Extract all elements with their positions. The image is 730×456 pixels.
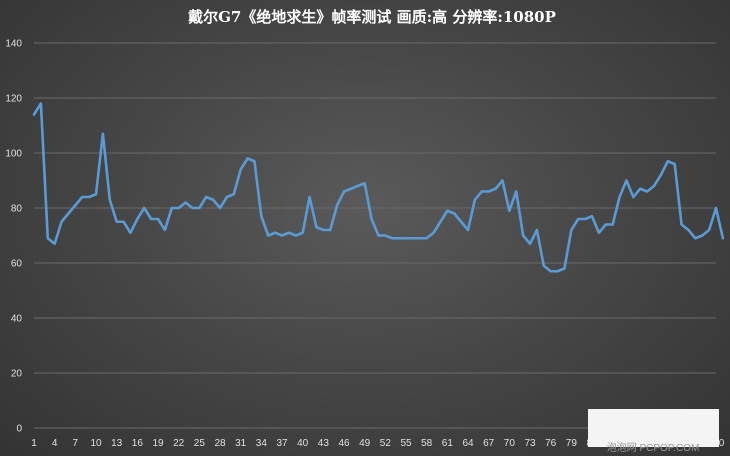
x-tick-label: 49 [359, 438, 371, 449]
x-tick-label: 79 [566, 438, 578, 449]
x-tick-label: 73 [524, 438, 536, 449]
y-tick-label: 120 [5, 94, 22, 105]
y-tick-label: 40 [11, 314, 23, 325]
x-tick-label: 64 [462, 438, 474, 449]
y-tick-label: 60 [11, 259, 23, 270]
y-axis-ticks: 0 20 40 60 80 100 120 140 [5, 39, 22, 435]
x-tick-label: 70 [504, 438, 516, 449]
x-tick-label: 22 [173, 438, 185, 449]
x-tick-label: 40 [297, 438, 309, 449]
x-tick-label: 16 [132, 438, 144, 449]
x-tick-label: 1 [31, 438, 37, 449]
watermark-box [588, 409, 719, 447]
x-tick-label: 52 [380, 438, 392, 449]
x-tick-label: 19 [152, 438, 164, 449]
y-tick-label: 140 [5, 39, 22, 50]
watermark-text: 泡泡网 PCPOP.COM [607, 441, 700, 454]
x-tick-label: 7 [73, 438, 79, 449]
chart-title: 戴尔G7《绝地求生》帧率测试 画质:高 分辨率:1080P [188, 8, 556, 26]
x-tick-label: 61 [442, 438, 454, 449]
series-layer [32, 102, 725, 273]
x-tick-label: 13 [111, 438, 123, 449]
y-tick-label: 100 [5, 149, 22, 160]
x-tick-label: 46 [338, 438, 350, 449]
gridlines [34, 42, 716, 429]
y-tick-label: 80 [11, 204, 23, 215]
x-tick-label: 43 [318, 438, 330, 449]
x-tick-label: 34 [256, 438, 268, 449]
x-tick-label: 4 [52, 438, 58, 449]
x-tick-label: 67 [483, 438, 495, 449]
x-tick-label: 37 [276, 438, 288, 449]
x-tick-label: 25 [194, 438, 206, 449]
watermark: 泡泡网 PCPOP.COM [588, 409, 719, 454]
x-tick-label: 58 [421, 438, 433, 449]
x-tick-label: 31 [235, 438, 247, 449]
x-tick-label: 10 [90, 438, 102, 449]
y-tick-label: 0 [16, 424, 22, 435]
y-tick-label: 20 [11, 369, 23, 380]
series-line [32, 102, 725, 273]
x-tick-label: 28 [214, 438, 226, 449]
x-tick-label: 76 [545, 438, 557, 449]
x-tick-label: 55 [400, 438, 412, 449]
